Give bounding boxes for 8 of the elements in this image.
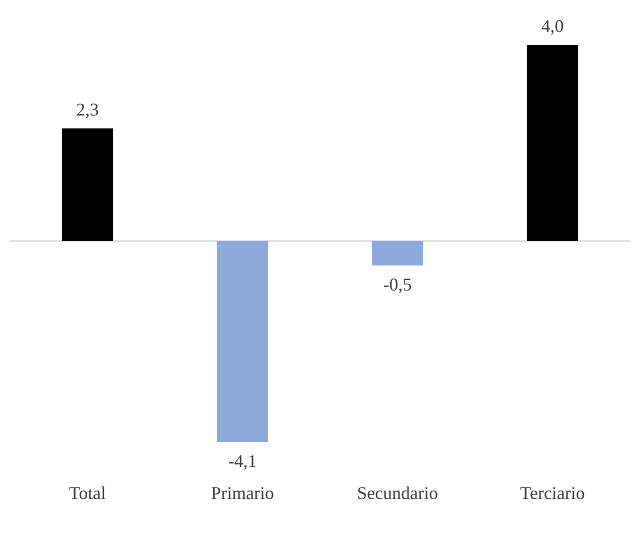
data-label: -4,1 [228, 451, 257, 471]
x-tick-label: Total [69, 483, 106, 503]
x-tick-label: Secundario [357, 483, 438, 503]
x-tick-label: Terciario [520, 483, 585, 503]
data-label: 2,3 [76, 99, 99, 120]
data-label: 4,0 [541, 16, 564, 36]
data-label: -0,5 [383, 274, 412, 295]
x-tick-label: Primario [211, 483, 274, 503]
